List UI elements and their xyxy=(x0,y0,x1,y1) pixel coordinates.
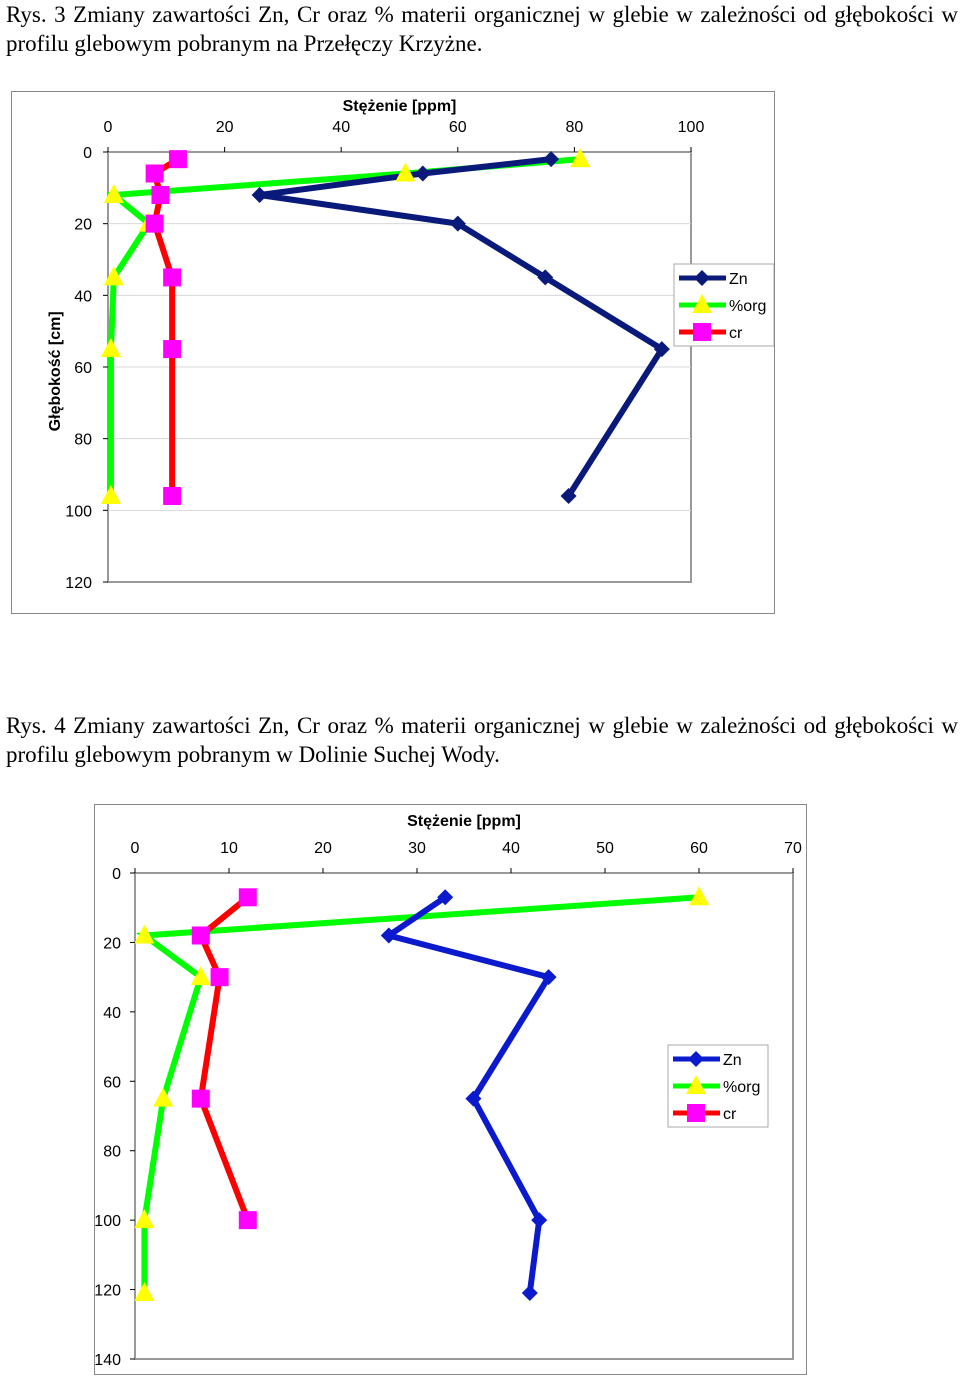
chart-2: 0 10 20 30 40 50 60 70 0 20 40 60 80 100 120 140 Stężeni… xyxy=(95,813,802,1369)
chart-2-legend-marker xyxy=(688,1051,704,1067)
chart-1-point-cr xyxy=(163,340,182,359)
chart-1-legend-marker xyxy=(693,323,711,341)
chart-1-y-tick-label: 60 xyxy=(74,360,92,377)
chart-2-y-tick-label: 100 xyxy=(95,1213,121,1230)
chart-1-y-tick-label: 0 xyxy=(83,145,92,162)
chart-2-legend-marker xyxy=(687,1104,705,1122)
chart-1-point-cr xyxy=(145,164,164,183)
chart-2-point-pct-org xyxy=(689,886,709,906)
chart-1-x-tick-label: 80 xyxy=(566,119,584,136)
chart-1-x-tick-label: 40 xyxy=(332,119,350,136)
chart-1-x-tick-label: 60 xyxy=(449,119,467,136)
chart-1-point-cr xyxy=(145,214,164,233)
chart-2-point-Zn xyxy=(521,1285,538,1302)
chart-1-x-tick-label: 20 xyxy=(216,119,234,136)
chart-1-point-pct-org xyxy=(100,485,121,504)
chart-1-point-Zn xyxy=(543,151,560,168)
chart-2-x-tick-label: 10 xyxy=(220,840,238,857)
chart-2-point-Zn xyxy=(437,889,454,906)
chart-1-legend-label: Zn xyxy=(729,271,748,288)
chart-2-point-pct-org xyxy=(134,924,155,944)
chart-2-series-line-Zn xyxy=(381,894,554,1294)
chart-1-y-axis-title: Głębokość [cm] xyxy=(47,311,64,431)
chart-1-legend-label: cr xyxy=(729,325,743,342)
chart-2-legend-label: cr xyxy=(723,1106,737,1123)
chart-1-legend: Zn %org cr xyxy=(673,263,774,347)
chart-2-y-tick-label: 0 xyxy=(112,866,121,883)
chart-2-series-line-cr xyxy=(197,894,251,1222)
chart-2-y-tick-label: 40 xyxy=(103,1005,121,1022)
chart-2-point-pct-org xyxy=(134,1282,155,1302)
chart-1-y-axis-title-group: Głębokość [cm] xyxy=(47,311,64,431)
chart-1-point-cr xyxy=(151,186,170,204)
chart-2-x-tick-label: 50 xyxy=(596,840,614,857)
chart-2-plot-area xyxy=(134,872,794,1360)
chart-2-point-pct-org xyxy=(153,1087,174,1107)
chart-2-point-cr xyxy=(238,888,257,907)
chart-1-point-cr xyxy=(163,268,182,287)
chart-1-point-Zn xyxy=(653,341,670,358)
chart-2-series-line-pct-org xyxy=(136,894,700,1294)
chart-1-legend-marker xyxy=(694,270,710,286)
figure-4-caption: Rys. 4 Zmiany zawartości Zn, Cr oraz % m… xyxy=(6,713,958,767)
chart-2-y-tick-label: 80 xyxy=(103,1144,121,1161)
chart-1-y-tick-label: 80 xyxy=(74,432,92,449)
chart-2-x-tick-label: 60 xyxy=(690,840,708,857)
chart-1-x-tick-label: 100 xyxy=(678,119,705,136)
chart-2-x-tick-label: 0 xyxy=(131,840,140,857)
chart-1-series-line-cr xyxy=(151,156,180,496)
chart-2-legend-marker xyxy=(686,1075,706,1094)
chart-2-legend-label: Zn xyxy=(723,1052,742,1069)
chart-2-x-tick-label: 20 xyxy=(314,840,332,857)
chart-1-point-Zn xyxy=(537,269,554,286)
chart-2-x-axis-title: Stężenie [ppm] xyxy=(407,813,521,830)
chart-1-point-cr xyxy=(168,150,187,169)
chart-2-y-tick-label: 60 xyxy=(103,1074,121,1091)
chart-1: 0 20 40 60 80 100 0 20 40 60 80 100 120 Stężenie [ppm… xyxy=(47,98,774,592)
chart-1-point-pct-org xyxy=(100,338,121,358)
figure-3-caption: Rys. 3 Zmiany zawartości Zn, Cr oraz % m… xyxy=(6,2,958,56)
chart-1-point-pct-org xyxy=(103,266,124,286)
chart-2-legend: Zn %org cr xyxy=(667,1044,769,1128)
chart-1-y-tick-label: 40 xyxy=(74,288,92,305)
chart-1-legend-label: %org xyxy=(729,298,766,315)
chart-1-y-tick-label: 120 xyxy=(65,575,92,592)
chart-2-point-pct-org xyxy=(190,966,211,986)
chart-2-point-cr xyxy=(210,968,229,987)
chart-1-point-pct-org xyxy=(395,162,416,182)
chart-1-point-cr xyxy=(163,487,182,505)
chart-2-x-tick-label: 40 xyxy=(502,840,520,857)
chart-1-frame: 0 20 40 60 80 100 0 20 40 60 80 100 120 Stężenie [ppm… xyxy=(11,91,775,614)
chart-1-x-axis-title: Stężenie [ppm] xyxy=(343,98,457,115)
chart-2-y-tick-label: 120 xyxy=(95,1283,121,1300)
chart-2-point-pct-org xyxy=(134,1209,155,1229)
chart-2-legend-label: %org xyxy=(723,1079,760,1096)
chart-2-x-tick-label: 30 xyxy=(408,840,426,857)
chart-1-point-Zn xyxy=(449,215,466,232)
chart-1-point-Zn xyxy=(414,165,431,182)
chart-1-y-tick-label: 20 xyxy=(74,217,92,234)
chart-2-point-Zn xyxy=(531,1212,548,1229)
chart-1-point-Zn xyxy=(251,187,268,203)
chart-2-y-tick-label: 140 xyxy=(95,1352,121,1369)
chart-2-y-tick-label: 20 xyxy=(103,935,121,952)
chart-2-point-cr xyxy=(191,926,210,945)
chart-1-point-pct-org xyxy=(570,148,591,168)
chart-1-series-line-Zn xyxy=(259,156,667,498)
chart-2-point-Zn xyxy=(380,927,397,944)
chart-2-frame: 0 10 20 30 40 50 60 70 0 20 40 60 80 100 120 140 Stężeni… xyxy=(94,804,807,1375)
chart-2-point-cr xyxy=(191,1089,210,1108)
chart-2-point-cr xyxy=(238,1211,257,1230)
chart-1-point-pct-org xyxy=(103,184,124,203)
chart-1-legend-marker xyxy=(692,294,712,313)
chart-2-x-tick-label: 70 xyxy=(784,840,802,857)
chart-1-y-tick-label: 100 xyxy=(65,503,92,520)
chart-1-point-Zn xyxy=(560,488,577,504)
chart-2-point-Zn xyxy=(540,969,557,986)
chart-1-x-tick-label: 0 xyxy=(104,119,113,136)
chart-2-point-Zn xyxy=(465,1090,482,1107)
